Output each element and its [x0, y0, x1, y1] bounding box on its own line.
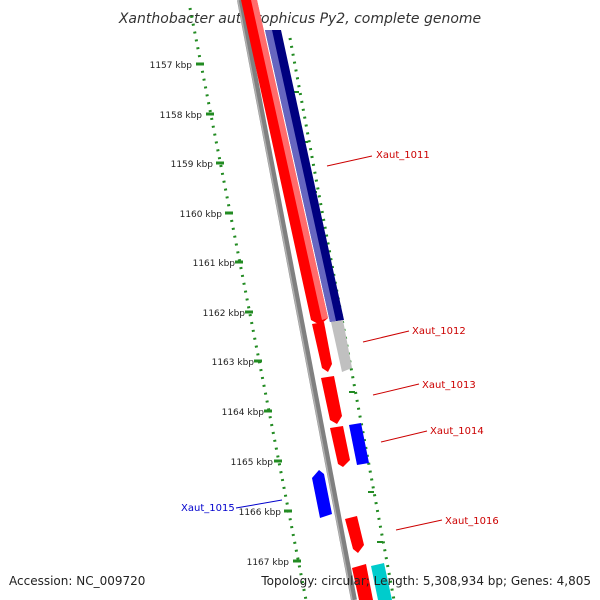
ruler-label: 1157 kbp — [150, 61, 193, 71]
gene-xaut-1013[interactable] — [321, 376, 342, 424]
ruler-label: 1164 kbp — [222, 408, 265, 418]
ruler-labels: 1157 kbp 1158 kbp 1159 kbp 1160 kbp 1161… — [150, 61, 290, 568]
gene-bottom-red[interactable] — [352, 564, 373, 600]
gene-label-xaut-1013[interactable]: Xaut_1013 — [422, 380, 476, 391]
gene-xaut-1016[interactable] — [345, 516, 364, 553]
forward-genes — [241, 0, 373, 600]
gene-label-xaut-1014[interactable]: Xaut_1014 — [430, 426, 484, 437]
gene-dark-blue-long-shade — [265, 30, 336, 322]
gene-blue-reverse[interactable] — [349, 423, 369, 465]
ruler-ticks — [196, 62, 301, 563]
gene-xaut-1014[interactable] — [330, 426, 350, 467]
ruler-label: 1165 kbp — [231, 458, 274, 468]
ruler-label: 1161 kbp — [193, 259, 236, 269]
gene-xaut-1015[interactable] — [312, 470, 332, 518]
accession-text: Accession: NC_009720 — [9, 574, 146, 588]
ruler-label: 1163 kbp — [212, 358, 255, 368]
ruler-label: 1167 kbp — [247, 558, 290, 568]
gene-xaut-1012[interactable] — [312, 322, 332, 372]
ruler-label: 1162 kbp — [203, 309, 246, 319]
gene-label-xaut-1016[interactable]: Xaut_1016 — [445, 516, 499, 527]
gene-label-xaut-1012[interactable]: Xaut_1012 — [412, 326, 466, 337]
gene-label-xaut-1011[interactable]: Xaut_1011 — [376, 150, 430, 161]
ruler-label: 1159 kbp — [171, 160, 214, 170]
other-genes — [265, 30, 392, 600]
ruler-label: 1166 kbp — [239, 508, 282, 518]
ruler-label: 1160 kbp — [180, 210, 223, 220]
label-connectors — [235, 155, 443, 531]
gene-xaut-1011-shade — [251, 0, 328, 320]
gene-label-xaut-1015[interactable]: Xaut_1015 — [181, 503, 235, 514]
ruler-label: 1158 kbp — [160, 111, 203, 121]
map-title: Xanthobacter autotrophicus Py2, complete… — [118, 11, 481, 27]
gene-cyan[interactable] — [371, 563, 392, 600]
genome-backbone — [237, 0, 357, 600]
gene-grey[interactable] — [331, 320, 352, 372]
genome-summary: Topology: circular; Length: 5,308,934 bp… — [261, 574, 591, 588]
genome-backbone-highlight — [237, 0, 353, 600]
gene-labels: Xaut_1011 Xaut_1012 Xaut_1013 Xaut_1014 … — [181, 150, 499, 527]
